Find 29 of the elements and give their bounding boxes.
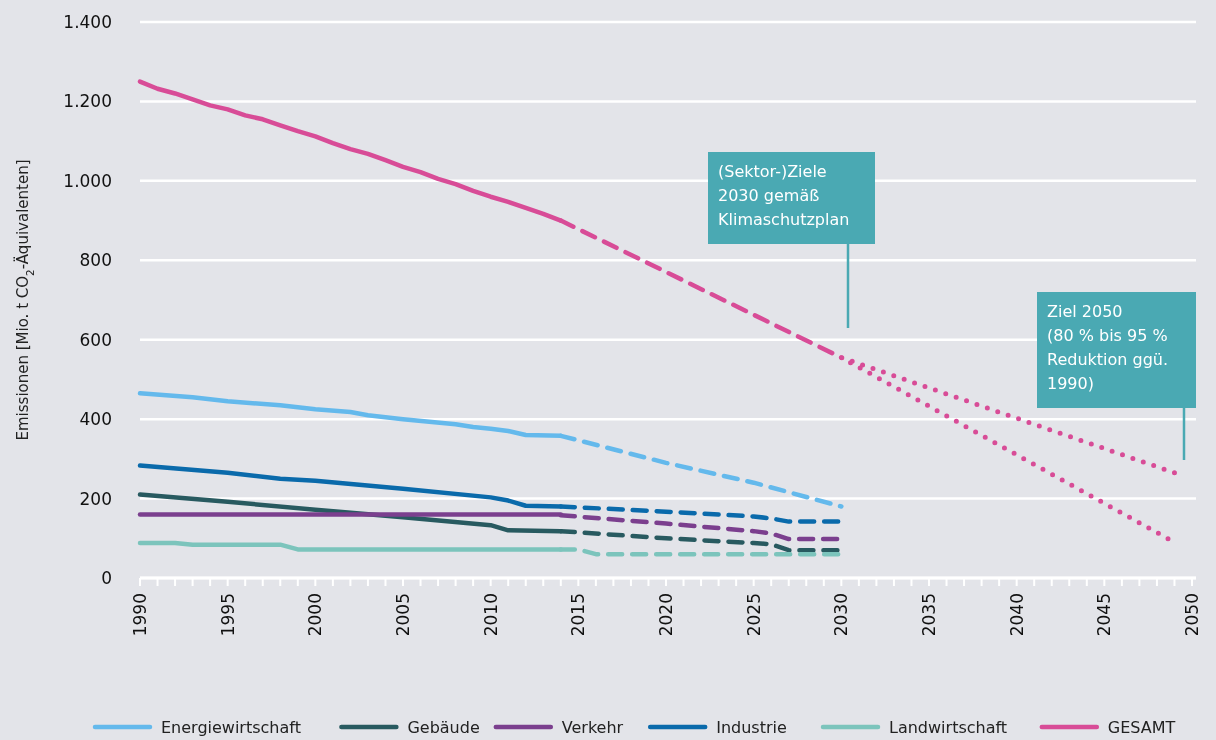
x-tick-label: 2025 bbox=[743, 593, 764, 637]
legend-label: Energiewirtschaft bbox=[161, 718, 301, 737]
legend-label: GESAMT bbox=[1107, 718, 1176, 737]
x-tick-label: 2010 bbox=[480, 593, 501, 637]
y-tick-label: 1.200 bbox=[63, 91, 112, 112]
x-tick-label: 2000 bbox=[305, 593, 326, 637]
annotation: Ziel 2050 (80 % bis 95 % Reduktion ggü. 1990) bbox=[1047, 302, 1169, 393]
y-tick-label: 1.400 bbox=[63, 12, 112, 32]
legend-label: Industrie bbox=[716, 718, 787, 737]
legend-label: Gebäude bbox=[407, 718, 480, 737]
y-tick-label: 0 bbox=[101, 568, 112, 588]
y-tick-label: 1.000 bbox=[63, 170, 112, 191]
x-tick-label: 2005 bbox=[393, 593, 413, 637]
x-tick-label: 2040 bbox=[1006, 593, 1027, 637]
x-tick-label: 2030 bbox=[831, 593, 852, 637]
x-tick-label: 2050 bbox=[1182, 593, 1202, 637]
x-tick-label: 1995 bbox=[217, 593, 238, 637]
y-tick-label: 400 bbox=[79, 409, 112, 430]
x-tick-label: 2015 bbox=[568, 593, 589, 637]
x-tick-label: 1990 bbox=[130, 593, 150, 637]
legend-label: Verkehr bbox=[561, 718, 624, 737]
x-tick-label: 2035 bbox=[919, 593, 939, 637]
y-tick-label: 800 bbox=[79, 250, 112, 271]
annotation: (Sektor-)Ziele 2030 gemäß Klimaschutzplan bbox=[718, 162, 850, 229]
legend-label: Landwirtschaft bbox=[889, 718, 1008, 737]
y-tick-label: 600 bbox=[79, 329, 112, 350]
y-tick-label: 200 bbox=[79, 488, 112, 509]
x-tick-label: 2020 bbox=[656, 593, 676, 637]
x-tick-label: 2045 bbox=[1094, 593, 1115, 637]
